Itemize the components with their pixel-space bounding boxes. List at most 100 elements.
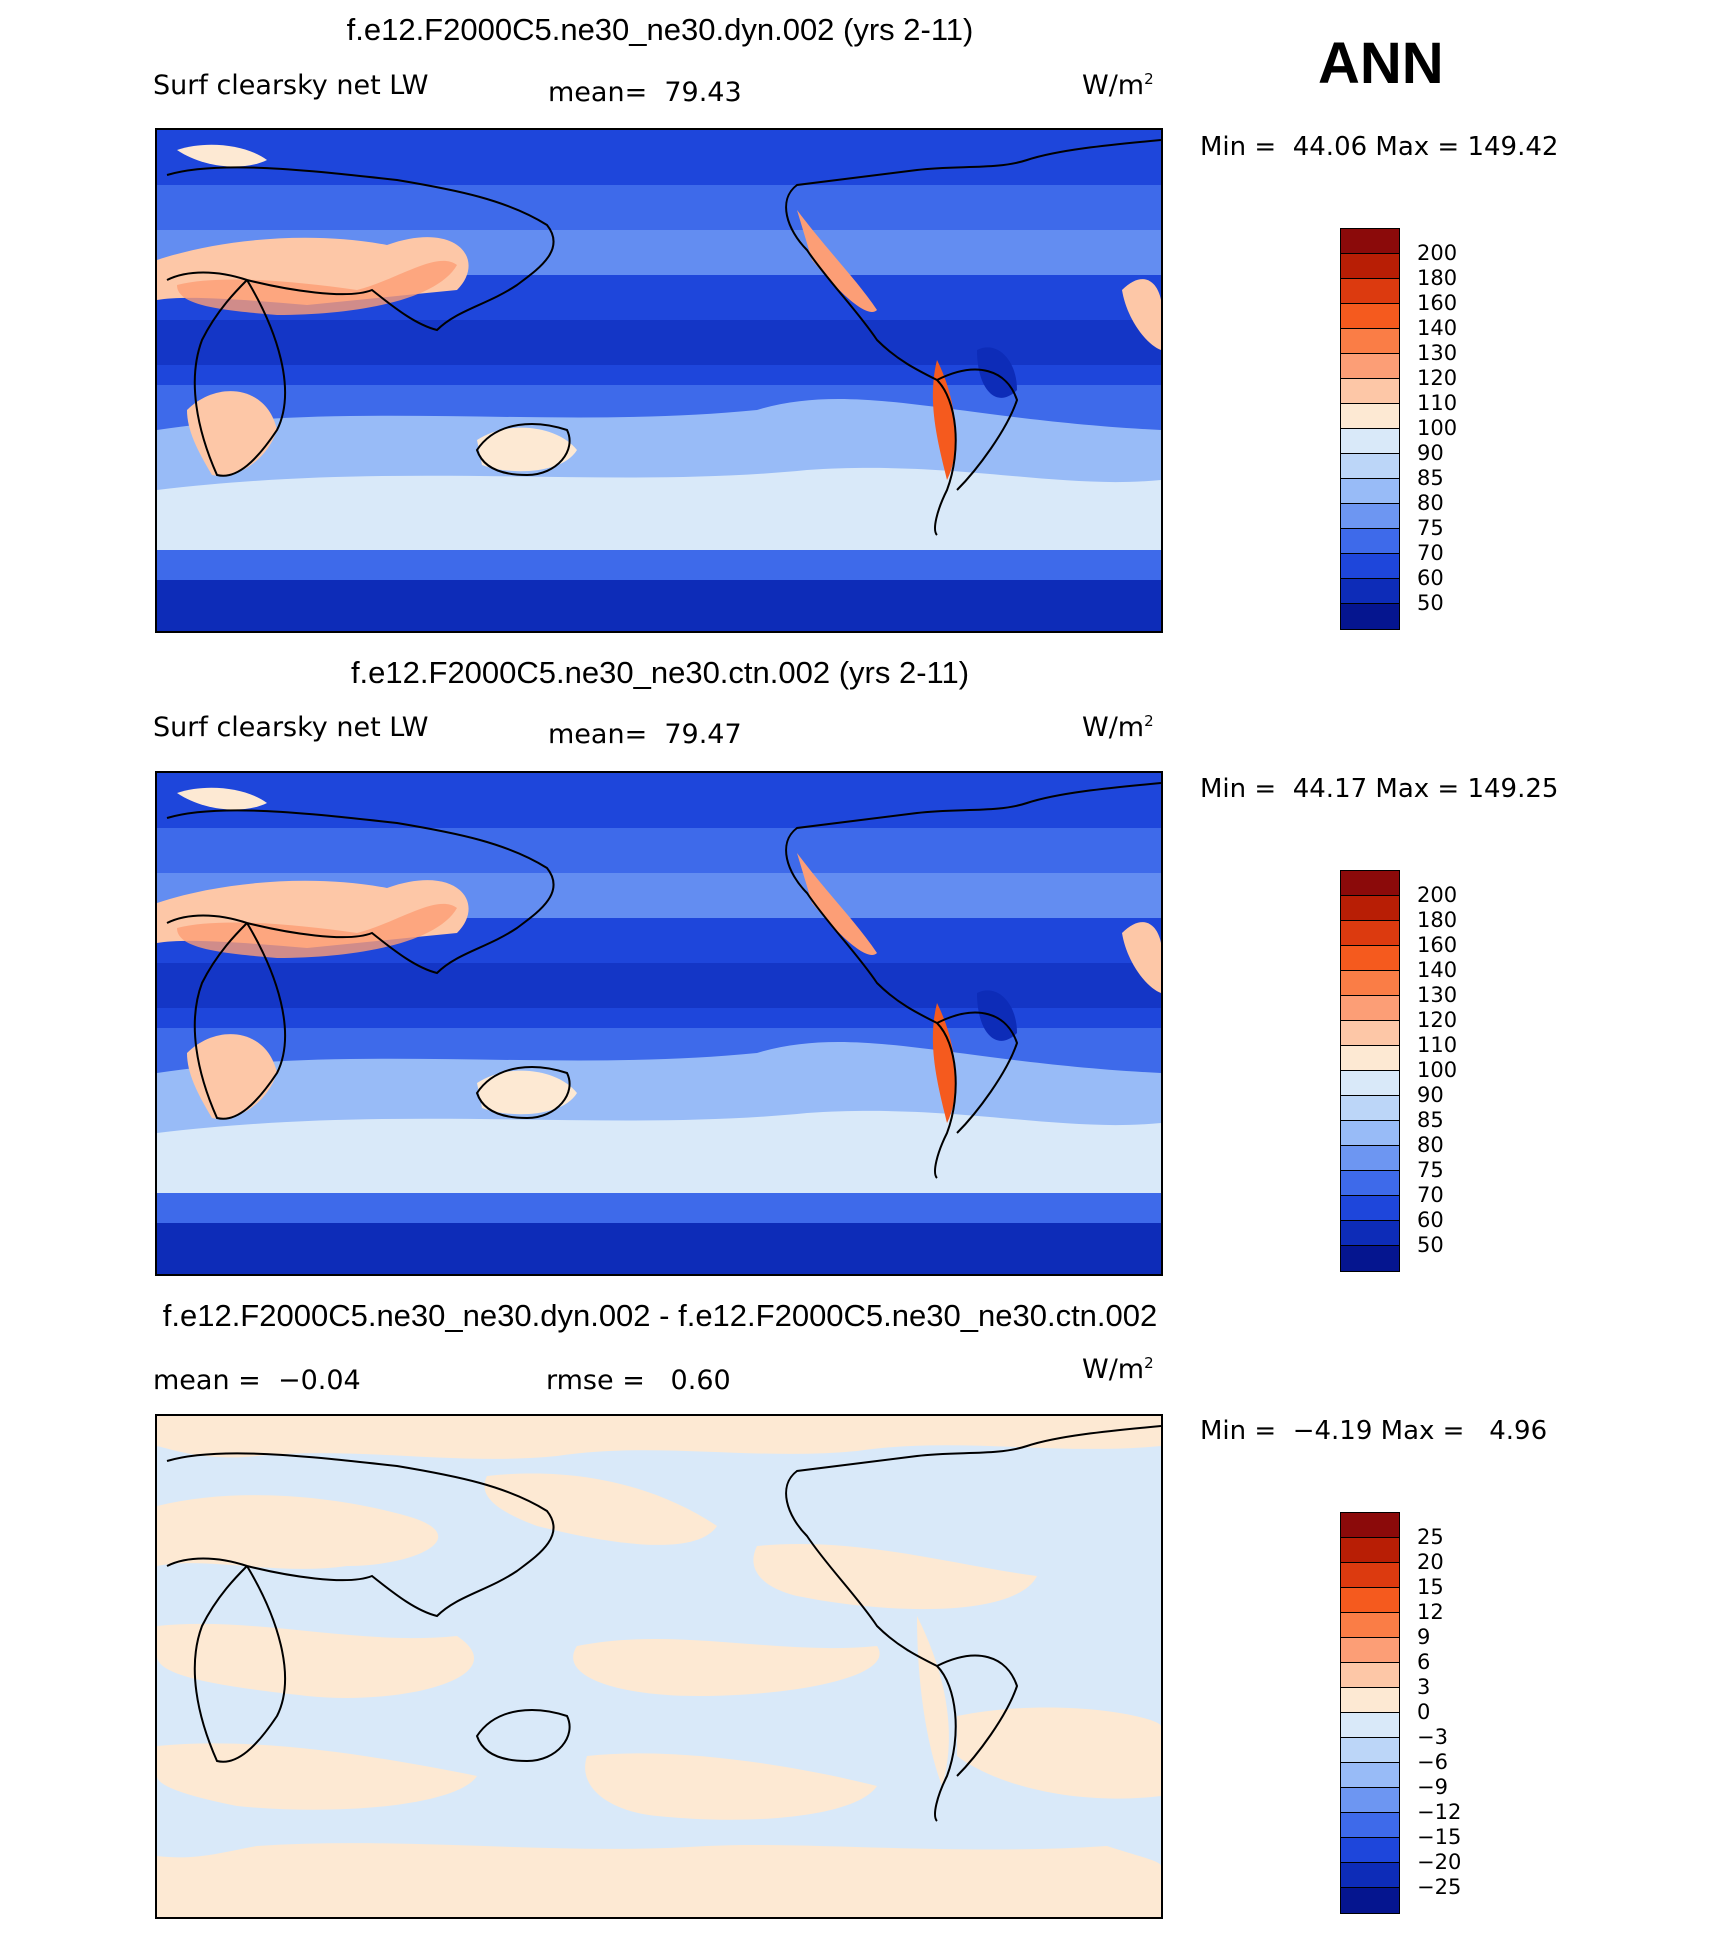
colorbar-tick-label: 75 bbox=[1417, 1158, 1444, 1182]
colorbar-segment bbox=[1341, 996, 1399, 1021]
colorbar-tick-label: 90 bbox=[1417, 441, 1444, 465]
colorbar-tick-label: 130 bbox=[1417, 341, 1458, 365]
colorbar-tick-label: 90 bbox=[1417, 1083, 1444, 1107]
colorbar-tick-label: 50 bbox=[1417, 591, 1444, 615]
colorbar-tick-label: 160 bbox=[1417, 933, 1458, 957]
panel1-case-title: f.e12.F2000C5.ne30_ne30.dyn.002 (yrs 2-1… bbox=[346, 12, 974, 47]
colorbar-tick-label: 180 bbox=[1417, 266, 1458, 290]
colorbar-segment bbox=[1341, 1763, 1399, 1788]
colorbar-tick-label: 100 bbox=[1417, 416, 1458, 440]
season-label: ANN bbox=[1318, 31, 1444, 96]
colorbar-segment bbox=[1341, 554, 1399, 579]
panel1-mean-label: mean= 79.43 bbox=[548, 77, 742, 108]
colorbar-tick-label: 3 bbox=[1417, 1675, 1431, 1699]
colorbar-segment bbox=[1341, 1171, 1399, 1196]
panel3-units: W/m2 bbox=[1082, 1354, 1154, 1385]
colorbar-segment bbox=[1341, 1563, 1399, 1588]
colorbar-segment bbox=[1341, 454, 1399, 479]
panel3-case-title: f.e12.F2000C5.ne30_ne30.dyn.002 - f.e12.… bbox=[162, 1298, 1158, 1333]
panel2-variable-label: Surf clearsky net LW bbox=[153, 712, 429, 743]
colorbar-tick-label: 0 bbox=[1417, 1700, 1431, 1724]
colorbar-segment bbox=[1341, 1613, 1399, 1638]
colorbar-segment bbox=[1341, 1246, 1399, 1271]
panel2-colorbar bbox=[1340, 870, 1400, 1272]
colorbar-tick-label: −15 bbox=[1417, 1825, 1462, 1849]
colorbar-tick-label: 20 bbox=[1417, 1550, 1444, 1574]
colorbar-tick-label: 85 bbox=[1417, 466, 1444, 490]
panel3-map bbox=[155, 1414, 1163, 1919]
colorbar-segment bbox=[1341, 1046, 1399, 1071]
colorbar-tick-label: −12 bbox=[1417, 1800, 1462, 1824]
colorbar-tick-label: 200 bbox=[1417, 241, 1458, 265]
colorbar-segment bbox=[1341, 529, 1399, 554]
panel2-min-max: Min = 44.17 Max = 149.25 bbox=[1200, 774, 1559, 804]
colorbar-tick-label: 80 bbox=[1417, 1133, 1444, 1157]
colorbar-tick-label: 80 bbox=[1417, 491, 1444, 515]
colorbar-tick-label: 140 bbox=[1417, 316, 1458, 340]
colorbar-segment bbox=[1341, 404, 1399, 429]
colorbar-tick-label: 110 bbox=[1417, 391, 1458, 415]
colorbar-segment bbox=[1341, 1071, 1399, 1096]
panel3-min-max: Min = −4.19 Max = 4.96 bbox=[1200, 1416, 1548, 1446]
panel2-case-title: f.e12.F2000C5.ne30_ne30.ctn.002 (yrs 2-1… bbox=[350, 655, 970, 690]
colorbar-tick-label: −6 bbox=[1417, 1750, 1448, 1774]
colorbar-tick-label: 110 bbox=[1417, 1033, 1458, 1057]
colorbar-tick-label: 6 bbox=[1417, 1650, 1431, 1674]
panel2-units: W/m2 bbox=[1082, 712, 1154, 743]
colorbar-segment bbox=[1341, 1738, 1399, 1763]
colorbar-tick-label: 12 bbox=[1417, 1600, 1444, 1624]
colorbar-segment bbox=[1341, 946, 1399, 971]
colorbar-segment bbox=[1341, 1196, 1399, 1221]
colorbar-segment bbox=[1341, 871, 1399, 896]
colorbar-segment bbox=[1341, 1888, 1399, 1913]
panel2-map bbox=[155, 771, 1163, 1276]
colorbar-tick-label: 100 bbox=[1417, 1058, 1458, 1082]
colorbar-segment bbox=[1341, 1663, 1399, 1688]
colorbar-segment bbox=[1341, 1688, 1399, 1713]
colorbar-segment bbox=[1341, 971, 1399, 996]
panel1-colorbar bbox=[1340, 228, 1400, 630]
colorbar-segment bbox=[1341, 479, 1399, 504]
colorbar-tick-label: 140 bbox=[1417, 958, 1458, 982]
colorbar-tick-label: 9 bbox=[1417, 1625, 1431, 1649]
colorbar-segment bbox=[1341, 921, 1399, 946]
colorbar-tick-label: 70 bbox=[1417, 1183, 1444, 1207]
panel1-min-max: Min = 44.06 Max = 149.42 bbox=[1200, 132, 1559, 162]
colorbar-segment bbox=[1341, 1538, 1399, 1563]
colorbar-tick-label: 180 bbox=[1417, 908, 1458, 932]
colorbar-tick-label: 25 bbox=[1417, 1525, 1444, 1549]
colorbar-segment bbox=[1341, 1588, 1399, 1613]
colorbar-segment bbox=[1341, 1096, 1399, 1121]
colorbar-tick-label: 70 bbox=[1417, 541, 1444, 565]
colorbar-segment bbox=[1341, 229, 1399, 254]
panel1-variable-label: Surf clearsky net LW bbox=[153, 70, 429, 101]
panel1-units: W/m2 bbox=[1082, 70, 1154, 101]
colorbar-tick-label: 120 bbox=[1417, 366, 1458, 390]
panel3-colorbar bbox=[1340, 1512, 1400, 1914]
colorbar-tick-label: 75 bbox=[1417, 516, 1444, 540]
colorbar-segment bbox=[1341, 1021, 1399, 1046]
colorbar-segment bbox=[1341, 604, 1399, 629]
colorbar-segment bbox=[1341, 354, 1399, 379]
colorbar-segment bbox=[1341, 279, 1399, 304]
colorbar-tick-label: 160 bbox=[1417, 291, 1458, 315]
colorbar-tick-label: 60 bbox=[1417, 1208, 1444, 1232]
colorbar-tick-label: 120 bbox=[1417, 1008, 1458, 1032]
colorbar-segment bbox=[1341, 379, 1399, 404]
panel3-mean-label: mean = −0.04 bbox=[153, 1365, 361, 1396]
panel1-map bbox=[155, 128, 1163, 633]
panel3-rmse-label: rmse = 0.60 bbox=[546, 1365, 731, 1396]
colorbar-segment bbox=[1341, 329, 1399, 354]
colorbar-tick-label: −20 bbox=[1417, 1850, 1462, 1874]
colorbar-tick-label: −3 bbox=[1417, 1725, 1448, 1749]
colorbar-segment bbox=[1341, 1221, 1399, 1246]
colorbar-segment bbox=[1341, 304, 1399, 329]
colorbar-segment bbox=[1341, 579, 1399, 604]
colorbar-segment bbox=[1341, 1121, 1399, 1146]
colorbar-segment bbox=[1341, 896, 1399, 921]
colorbar-tick-label: 85 bbox=[1417, 1108, 1444, 1132]
colorbar-segment bbox=[1341, 1513, 1399, 1538]
colorbar-segment bbox=[1341, 1713, 1399, 1738]
colorbar-segment bbox=[1341, 429, 1399, 454]
colorbar-segment bbox=[1341, 1863, 1399, 1888]
